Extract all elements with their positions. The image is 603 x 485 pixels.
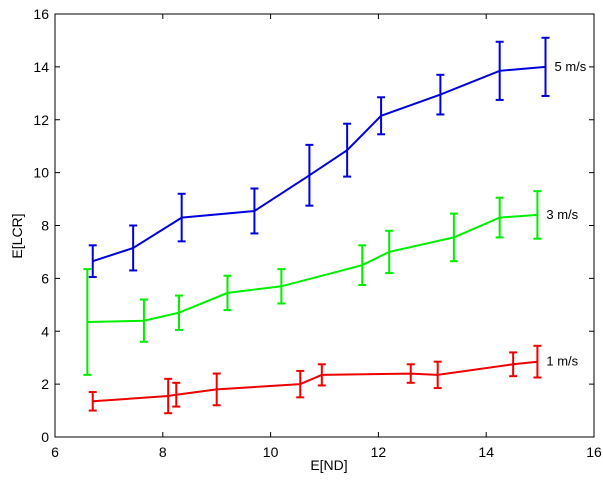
series-group: 5 m/s 3 m/s 1 m/s bbox=[83, 36, 587, 415]
y-tick-label: 6 bbox=[41, 270, 49, 286]
data-point bbox=[346, 149, 348, 151]
error-bar bbox=[343, 122, 352, 178]
data-point bbox=[226, 292, 229, 294]
data-point bbox=[86, 321, 89, 323]
data-point bbox=[299, 383, 302, 385]
x-axis-label: E[ND] bbox=[310, 457, 347, 473]
data-point bbox=[361, 264, 364, 266]
data-point bbox=[167, 395, 169, 397]
data-point bbox=[436, 374, 439, 376]
y-tick-label: 8 bbox=[41, 218, 49, 234]
error-bar bbox=[129, 224, 138, 272]
data-point bbox=[321, 374, 323, 376]
data-point bbox=[91, 260, 94, 262]
y-tick-label: 12 bbox=[33, 112, 49, 128]
error-bar bbox=[174, 294, 183, 331]
error-bar bbox=[358, 244, 367, 286]
error-bar bbox=[177, 192, 186, 243]
data-point bbox=[544, 66, 547, 68]
x-tick-label: 6 bbox=[51, 444, 59, 460]
x-tick-label: 8 bbox=[159, 444, 167, 460]
data-point bbox=[253, 210, 256, 212]
series-2: 1 m/s bbox=[88, 344, 579, 415]
error-bar bbox=[317, 363, 326, 387]
series-line bbox=[92, 65, 546, 263]
data-point bbox=[439, 93, 442, 96]
error-bar bbox=[88, 244, 97, 279]
error-bar bbox=[449, 212, 458, 263]
series-label: 5 m/s bbox=[554, 59, 586, 74]
error-bar bbox=[541, 36, 550, 97]
y-tick-label: 4 bbox=[41, 323, 49, 339]
y-tick-label: 14 bbox=[33, 59, 49, 75]
series-line bbox=[87, 213, 538, 323]
data-point bbox=[308, 174, 311, 177]
error-bar bbox=[533, 344, 542, 379]
data-point bbox=[512, 363, 514, 366]
series-label: 3 m/s bbox=[546, 207, 578, 222]
error-bar bbox=[533, 190, 542, 240]
data-point bbox=[180, 216, 183, 219]
error-bar bbox=[433, 360, 442, 390]
data-point bbox=[178, 311, 180, 314]
error-bar bbox=[250, 187, 259, 235]
error-bar bbox=[88, 391, 97, 412]
data-point bbox=[453, 236, 455, 239]
series-0: 5 m/s bbox=[88, 36, 587, 279]
data-point bbox=[498, 216, 501, 219]
x-tick-label: 14 bbox=[478, 444, 494, 460]
error-bar bbox=[139, 298, 148, 343]
series-1: 3 m/s bbox=[83, 190, 579, 376]
data-point bbox=[132, 247, 134, 249]
error-bar bbox=[172, 381, 181, 408]
error-bar bbox=[495, 196, 504, 239]
series-label: 1 m/s bbox=[546, 354, 578, 369]
error-bar bbox=[277, 268, 286, 305]
series-line bbox=[92, 360, 538, 403]
data-point bbox=[143, 319, 145, 322]
error-bar bbox=[436, 73, 445, 116]
y-tick-label: 16 bbox=[33, 6, 49, 22]
y-tick-label: 0 bbox=[41, 429, 49, 445]
data-point bbox=[536, 360, 539, 363]
data-point bbox=[380, 114, 382, 117]
data-point bbox=[388, 251, 390, 253]
data-point bbox=[215, 388, 218, 391]
error-bar bbox=[495, 40, 504, 101]
error-bar bbox=[377, 96, 386, 136]
error-bar bbox=[212, 372, 221, 407]
x-tick-label: 10 bbox=[263, 444, 279, 460]
error-bar bbox=[385, 229, 394, 275]
x-tick-label: 16 bbox=[586, 444, 602, 460]
axes: 6 8 10 12 14 16 0 2 4 6 8 10 12 14 16 bbox=[33, 6, 602, 460]
y-tick-label: 2 bbox=[41, 376, 49, 392]
error-bar bbox=[406, 363, 415, 384]
error-bar bbox=[164, 377, 173, 415]
x-tick-label: 12 bbox=[371, 444, 387, 460]
error-bar bbox=[509, 351, 518, 378]
data-point bbox=[280, 285, 283, 288]
y-axis-label: E[LCR] bbox=[9, 213, 25, 258]
labels: E[ND] E[LCR] bbox=[9, 213, 348, 473]
error-bar bbox=[296, 369, 305, 399]
data-point bbox=[536, 214, 539, 216]
data-point bbox=[409, 372, 412, 375]
error-bar bbox=[305, 143, 314, 207]
y-tick-label: 10 bbox=[33, 165, 49, 181]
error-bar bbox=[83, 268, 92, 376]
error-bar bbox=[223, 274, 232, 312]
data-point bbox=[91, 400, 94, 403]
data-point bbox=[498, 70, 501, 72]
data-point bbox=[175, 393, 178, 396]
